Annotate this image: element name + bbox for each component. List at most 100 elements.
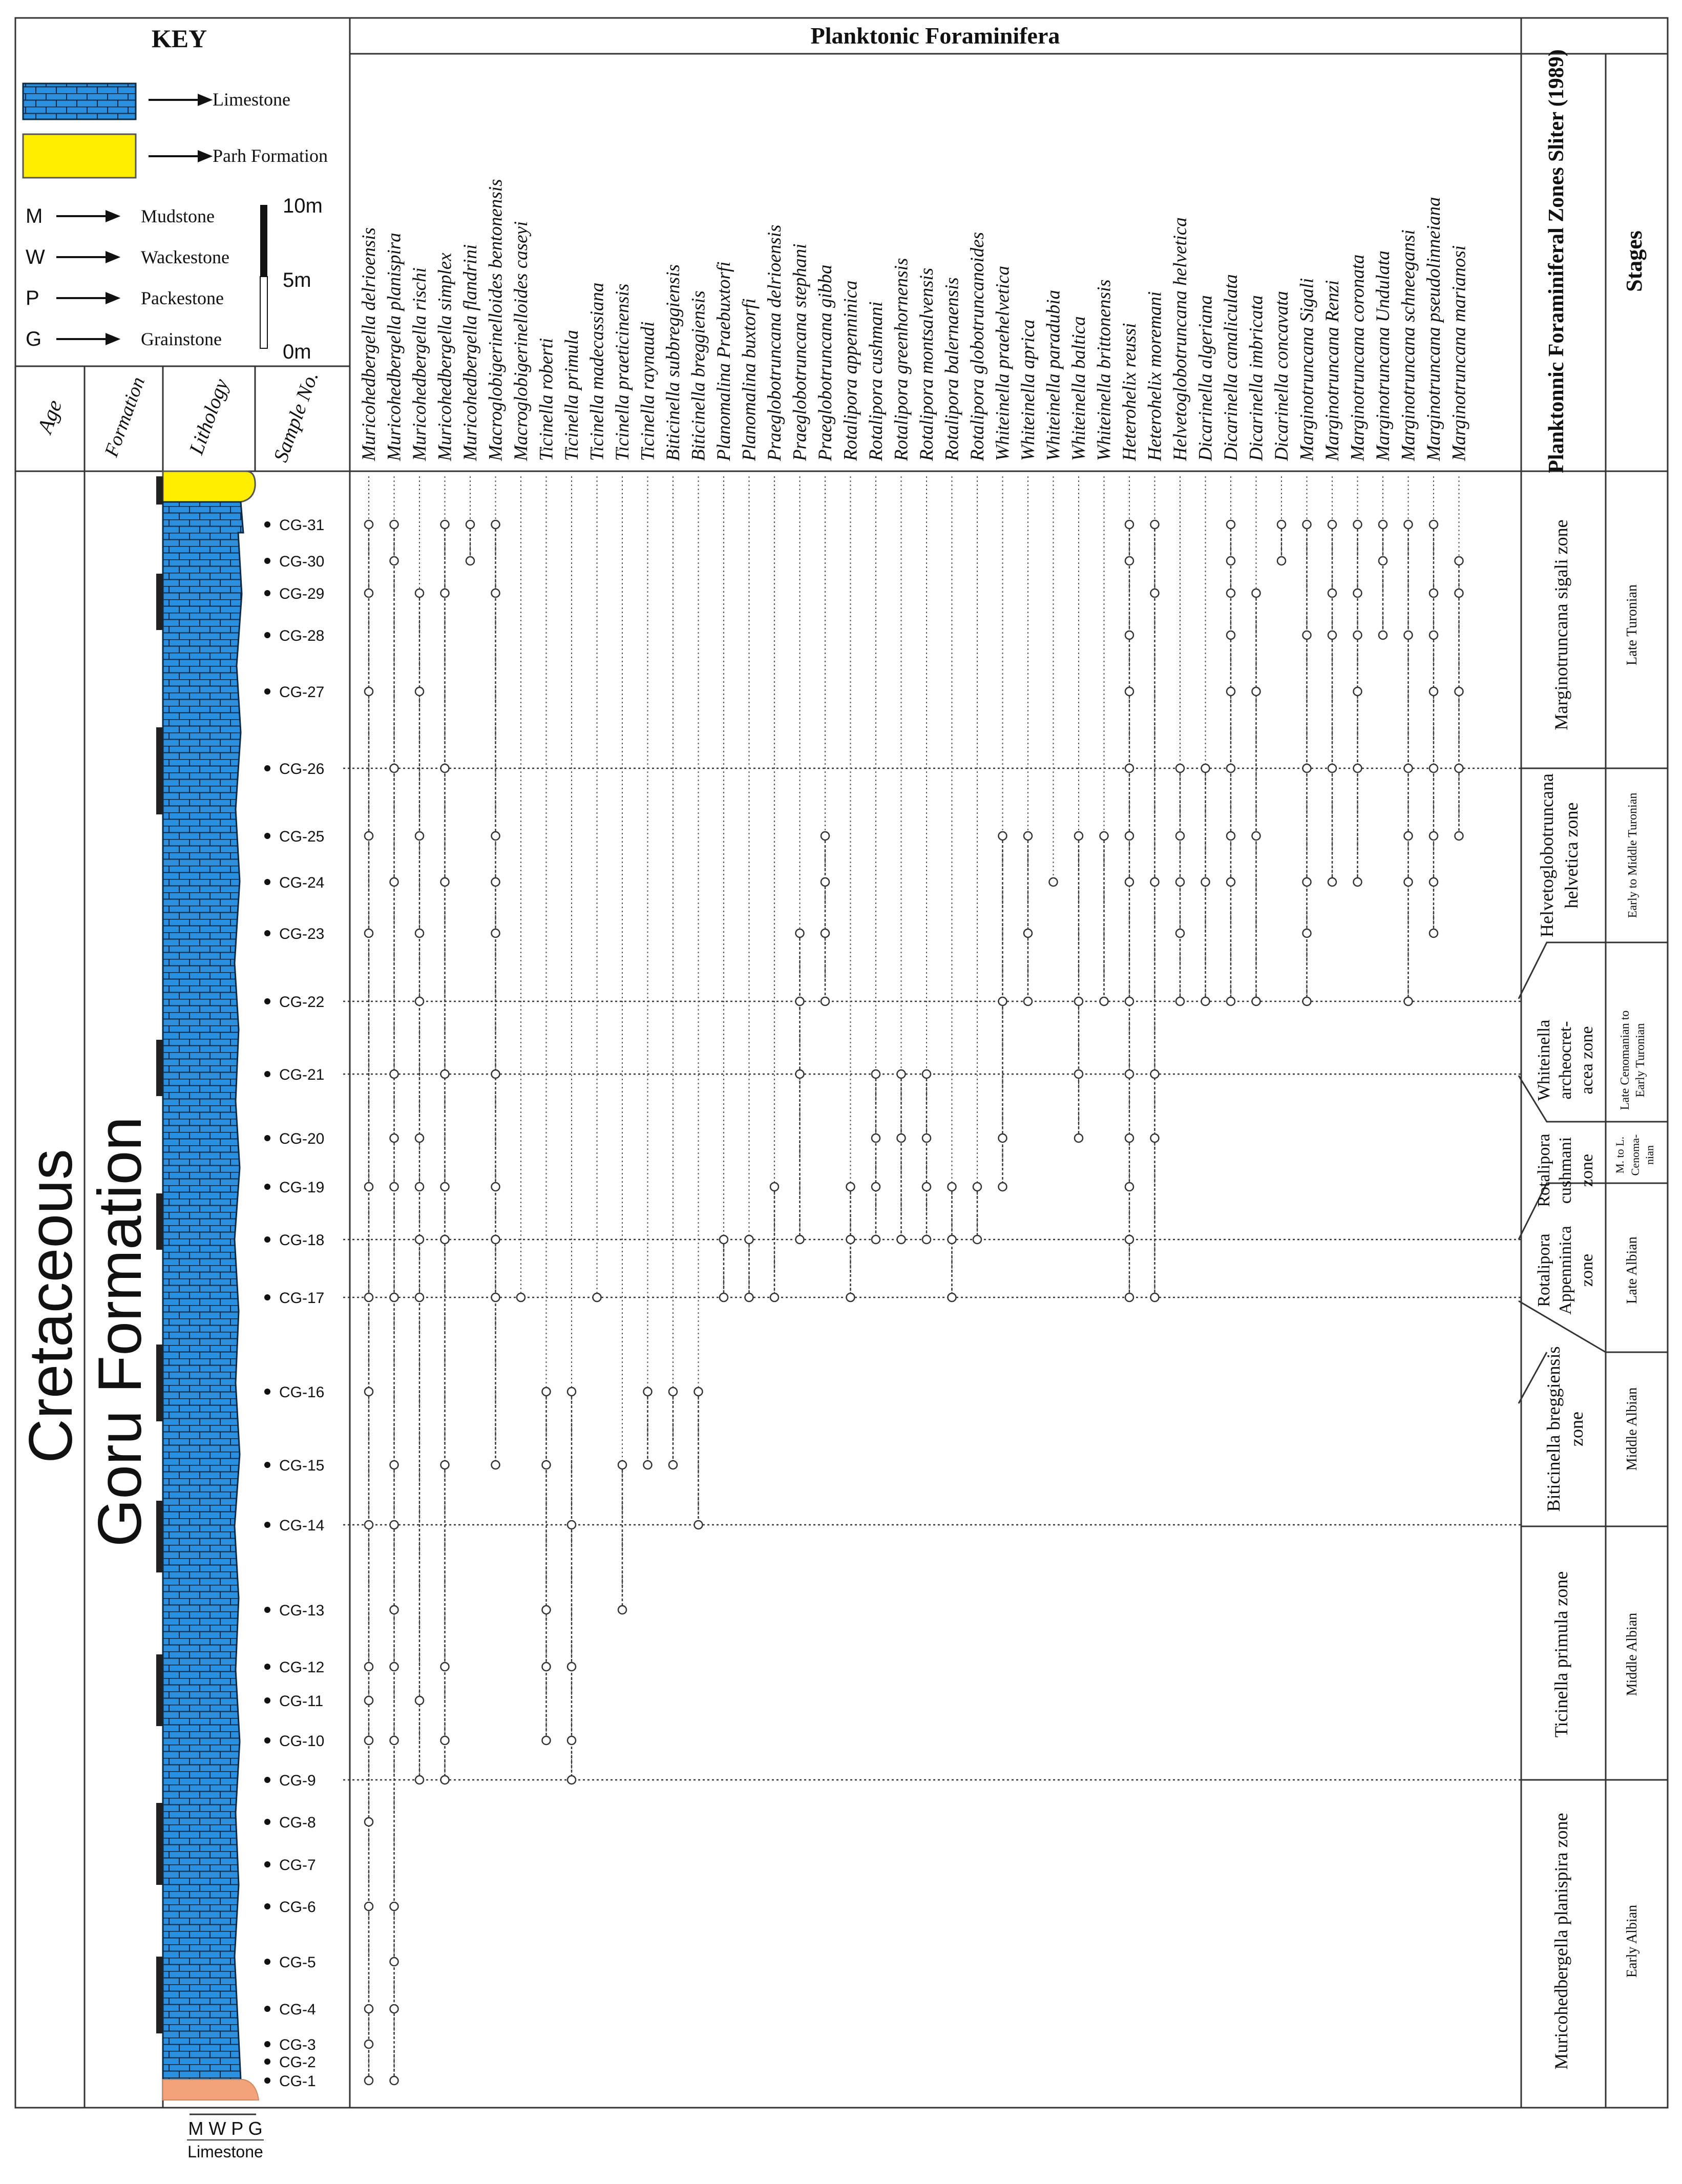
zone-stage: Late Turonian	[1624, 584, 1640, 665]
species-label: Praeglobotruncana gibba	[815, 265, 836, 461]
occurrence-marker	[871, 1069, 881, 1079]
species-label: Planomalina Praebuxtorfi	[713, 262, 734, 462]
occurrence-marker	[1023, 996, 1033, 1006]
zone-stage: Middle Albian	[1624, 1388, 1640, 1471]
occurrence-marker	[1428, 877, 1439, 887]
sample-dot	[264, 1294, 270, 1300]
sample-dot	[264, 521, 270, 528]
zone-stage: Early to Middle Turonian	[1626, 793, 1639, 918]
occurrence-markers	[364, 519, 1464, 2086]
occurrence-marker	[998, 1182, 1007, 1192]
species-label: Whiteinella paradubia	[1043, 290, 1064, 461]
zone-stage: Cenoma-	[1629, 1135, 1642, 1176]
occurrence-marker	[414, 1133, 425, 1143]
species-label: Marginotruncana marianosi	[1449, 245, 1470, 461]
occurrence-marker	[440, 1069, 450, 1079]
texture-axis-caption: Limestone	[187, 2143, 263, 2161]
occurrence-marker	[668, 1460, 678, 1470]
occurrence-marker	[921, 1133, 932, 1143]
occurrence-marker	[998, 831, 1007, 841]
lithology-column	[156, 470, 260, 2101]
occurrence-marker	[364, 1695, 374, 1706]
occurrence-marker	[389, 1662, 399, 1672]
occurrence-marker	[1428, 519, 1439, 530]
sample-label: CG-31	[279, 517, 324, 534]
occurrence-marker	[1074, 1069, 1084, 1079]
occurrence-marker	[1403, 630, 1413, 640]
texture-label: Grainstone	[141, 329, 222, 349]
occurrence-marker	[1302, 928, 1312, 938]
occurrence-marker	[364, 2039, 374, 2049]
species-label: Marginotruncana Renzi	[1322, 280, 1343, 461]
occurrence-marker	[1124, 831, 1134, 841]
sample-dot	[264, 1664, 270, 1670]
occurrence-marker	[364, 1182, 374, 1192]
species-label: Ticinella madecassiana	[587, 283, 608, 461]
species-label: Rotalipora montsalvensis	[916, 268, 937, 461]
occurrence-marker	[1302, 763, 1312, 773]
occurrence-marker	[719, 1292, 729, 1303]
occurrence-marker	[1251, 588, 1261, 598]
occurrence-marker	[1403, 519, 1413, 530]
occurrence-marker	[1353, 877, 1362, 887]
sample-label: CG-16	[279, 1384, 324, 1401]
zone-name: archeocret-	[1556, 1021, 1575, 1100]
occurrence-marker	[1454, 588, 1464, 598]
sample-label: CG-15	[279, 1457, 324, 1474]
zone-stage: nian	[1643, 1145, 1656, 1165]
occurrence-marker	[440, 519, 450, 530]
occurrence-marker	[541, 1735, 551, 1746]
occurrence-marker	[871, 1133, 881, 1143]
occurrence-marker	[1276, 556, 1287, 566]
species-label: Planomalina buxtorfi	[739, 298, 760, 461]
occurrence-marker	[1454, 763, 1464, 773]
occurrence-marker	[1023, 831, 1033, 841]
svg-text:0m: 0m	[283, 341, 311, 363]
texture-code: M	[26, 205, 43, 227]
occurrence-marker	[643, 1387, 653, 1397]
occurrence-marker	[1124, 1069, 1134, 1079]
species-label: Whiteinella praehelvetica	[993, 266, 1014, 461]
occurrence-marker	[491, 877, 500, 887]
occurrence-marker	[1175, 877, 1185, 887]
occurrence-marker	[1327, 763, 1337, 773]
texture-axis: M W P G Limestone	[187, 2113, 264, 2161]
key-arrow	[149, 150, 213, 162]
sample-label: CG-26	[279, 761, 324, 778]
occurrence-marker	[1353, 763, 1362, 773]
occurrence-marker	[668, 1387, 678, 1397]
header-formation: Formation	[100, 374, 149, 460]
occurrence-marker	[414, 1695, 425, 1706]
occurrence-marker	[566, 1662, 577, 1672]
occurrence-marker	[1124, 877, 1134, 887]
occurrence-marker	[1124, 1182, 1134, 1192]
occurrence-marker	[414, 1234, 425, 1245]
sample-label: CG-4	[279, 2001, 316, 2018]
occurrence-marker	[1150, 1292, 1160, 1303]
sample-label: CG-5	[279, 1954, 316, 1971]
species-label: Rotalipora greenhornensis	[891, 258, 912, 461]
occurrence-marker	[541, 1387, 551, 1397]
sample-label: CG-8	[279, 1814, 316, 1831]
occurrence-marker	[414, 588, 425, 598]
species-label: Marginotruncana Sigali	[1297, 278, 1318, 461]
zone-stage: Late Albian	[1624, 1236, 1640, 1304]
occurrence-marker	[947, 1292, 957, 1303]
occurrence-marker	[744, 1292, 754, 1303]
sample-dot	[264, 2077, 270, 2084]
occurrence-marker	[1201, 763, 1210, 773]
zone-labels: Marginotruncana sigali zone Late Turonia…	[1534, 519, 1656, 2069]
occurrence-marker	[1454, 556, 1464, 566]
sample-dot	[264, 765, 270, 771]
occurrence-marker	[491, 519, 500, 530]
occurrence-marker	[389, 1605, 399, 1615]
occurrence-marker	[820, 996, 830, 1006]
species-label: Marginotruncana pseudolinneiana	[1423, 197, 1444, 461]
occurrence-marker	[389, 2004, 399, 2014]
occurrence-marker	[389, 1069, 399, 1079]
sample-label: CG-1	[279, 2073, 316, 2090]
zone-name: Marginotruncana sigali zone	[1551, 519, 1571, 730]
formation-label: Goru Formation	[86, 1117, 154, 1547]
occurrence-marker	[1378, 556, 1388, 566]
occurrence-marker	[364, 1520, 374, 1530]
